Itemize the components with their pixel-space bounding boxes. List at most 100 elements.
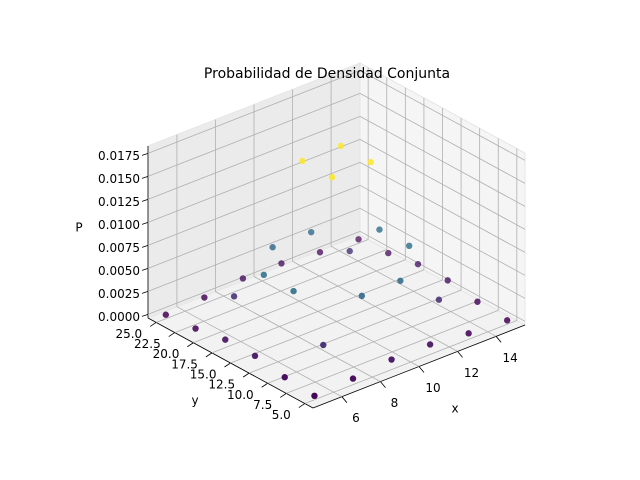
y-tick-label: 22.5 [134, 337, 161, 351]
z-tick-label: 0.0100 [98, 218, 140, 232]
y-tick [205, 352, 213, 358]
x-tick [457, 351, 463, 358]
z-tick [141, 152, 149, 156]
z-grid-line [147, 161, 361, 246]
z-grid-line [359, 161, 526, 253]
point [162, 311, 170, 318]
point [465, 330, 472, 337]
y-grid-line [174, 249, 387, 333]
x-tick-label: 6 [352, 411, 360, 425]
point [435, 296, 443, 303]
z-tick [141, 244, 149, 248]
y-tick [242, 372, 250, 378]
point [239, 275, 247, 282]
x-tick [341, 396, 348, 403]
y-grid-line [267, 299, 480, 384]
z-tick [141, 198, 149, 202]
point [355, 236, 362, 243]
y-tick-label: 20.0 [153, 347, 180, 361]
point [474, 298, 481, 305]
x-axis-label: x [451, 402, 458, 416]
z-tick-label: 0.0075 [98, 241, 140, 255]
z-tick [141, 267, 149, 271]
z-tick-label: 0.0050 [98, 264, 140, 278]
y-grid-line [230, 279, 443, 364]
z-tick [141, 175, 149, 179]
point [397, 277, 404, 284]
y-tick-label: 12.5 [208, 378, 235, 392]
z-grid-line [359, 230, 526, 322]
point [320, 341, 327, 349]
point [444, 277, 451, 284]
z-grid-line [359, 93, 526, 184]
y-tick [168, 332, 175, 337]
point [299, 157, 306, 165]
y-tick [261, 382, 268, 388]
y-tick [149, 322, 157, 327]
points [162, 142, 511, 400]
y-grid-line [248, 289, 462, 374]
point [260, 271, 268, 279]
x-tick-label: 10 [425, 381, 440, 395]
y-tick-label: 7.5 [253, 398, 272, 412]
y-grid-line [211, 269, 425, 354]
z-grid-line [147, 69, 361, 154]
x-tick-label: 12 [464, 366, 479, 380]
point [230, 293, 238, 300]
point [503, 317, 511, 324]
y-grid-line [156, 239, 369, 323]
y-tick-label: 15.0 [190, 368, 217, 382]
point [346, 247, 353, 255]
point [192, 325, 199, 332]
z-tick-label: 0.0125 [98, 195, 140, 209]
y-tick [187, 342, 194, 348]
z-tick-label: 0.0025 [98, 287, 140, 301]
z-grid-line [359, 115, 526, 207]
y-tick [280, 393, 287, 398]
y-grid-line [304, 320, 517, 404]
point [358, 292, 366, 300]
labels: 6 8 10 12 14 5.07.510.012.515.017.520.022.525… [98, 149, 518, 425]
point [376, 226, 383, 233]
point [405, 242, 413, 250]
z-grid-line [147, 92, 361, 177]
grid [141, 67, 526, 409]
z-axis-label: P [75, 221, 82, 235]
y-grid-line [193, 259, 406, 344]
z-tick [141, 313, 149, 317]
point [328, 174, 336, 181]
x-tick [495, 336, 502, 343]
point [316, 249, 324, 256]
point [290, 287, 297, 295]
z-grid-line [147, 230, 361, 315]
z-grid-line [359, 184, 526, 276]
z-grid-line [359, 70, 526, 161]
z-tick [141, 290, 149, 294]
point [388, 356, 395, 363]
point [426, 341, 434, 348]
z-grid-line [147, 184, 361, 269]
y-tick-label: 17.5 [171, 357, 198, 371]
y-axis-label: y [191, 394, 198, 408]
point [349, 375, 357, 382]
z-tick [141, 221, 149, 225]
z-grid-line [147, 207, 361, 292]
y-grid-line [286, 310, 499, 394]
point [269, 244, 276, 251]
point [307, 228, 315, 236]
z-grid-line [147, 115, 361, 200]
x-tick [418, 366, 425, 373]
point [201, 294, 208, 301]
z-tick-label: 0.0000 [98, 310, 140, 324]
point [251, 352, 259, 360]
point [414, 260, 422, 268]
y-tick-label: 5.0 [272, 408, 291, 422]
y-tick-label: 25.0 [115, 327, 142, 341]
point [278, 260, 285, 267]
y-tick [224, 362, 231, 368]
z-grid-line [359, 207, 526, 299]
z-tick-label: 0.0150 [98, 172, 140, 186]
z-grid-line [359, 138, 526, 230]
